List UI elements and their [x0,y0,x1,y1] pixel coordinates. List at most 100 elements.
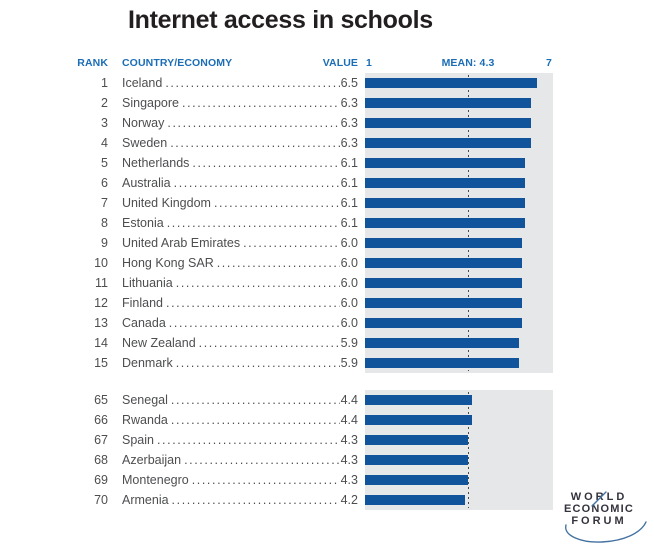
dot-leaders: ........................................… [168,316,340,330]
table-row: 3 Norway ...............................… [62,113,553,133]
row-bar-area [365,430,553,450]
dot-leaders: ........................................… [156,433,340,447]
row-rank: 65 [94,393,108,407]
row-country: Montenegro [122,473,189,487]
table-row: 15 Denmark .............................… [62,353,553,373]
row-rank: 7 [101,196,108,210]
dot-leaders: ........................................… [243,236,340,250]
ranking-blocks: 1 Iceland ..............................… [62,73,553,527]
row-value: 4.3 [340,473,358,487]
row-country-value: Sweden .................................… [122,136,358,150]
row-country-value: Netherlands ............................… [122,156,358,170]
row-country-value: Senegal ................................… [122,393,358,407]
value-bar [365,338,519,348]
row-value: 4.3 [340,433,358,447]
row-country-value: Lithuania ..............................… [122,276,358,290]
header-spacer [108,57,122,69]
row-bar-area [365,450,553,470]
chart-background-panel [365,390,553,510]
dot-leaders: ........................................… [170,136,339,150]
value-bar [365,158,525,168]
row-country: United Kingdom [122,196,211,210]
table-row: 5 Netherlands ..........................… [62,153,553,173]
dot-leaders: ........................................… [166,296,340,310]
row-value: 4.3 [340,453,358,467]
value-bar [365,475,469,485]
row-rank: 1 [101,76,108,90]
row-country-value: Rwanda .................................… [122,413,358,427]
row-bar-area [365,153,553,173]
row-value: 4.2 [340,493,358,507]
table-row: 67 Spain ...............................… [62,430,553,450]
row-bar-area [365,233,553,253]
row-country: Finland [122,296,163,310]
row-country-value: Canada .................................… [122,316,358,330]
value-bar [365,98,532,108]
row-bar-area [365,173,553,193]
row-rank: 69 [94,473,108,487]
row-rank: 13 [94,316,108,330]
value-bar [365,278,522,288]
ranking-block: 65 Senegal .............................… [62,390,553,510]
row-country-value: Australia ..............................… [122,176,358,190]
table-row: 68 Azerbaijan ..........................… [62,450,553,470]
value-bar [365,178,525,188]
row-country: United Arab Emirates [122,236,241,250]
row-country: Denmark [122,356,173,370]
header-axis: 1 MEAN: 4.3 7 [365,57,553,69]
row-rank: 70 [94,493,108,507]
row-country-value: Spain ..................................… [122,433,358,447]
value-bar [365,395,472,405]
dot-leaders: ........................................… [182,96,340,110]
dot-leaders: ........................................… [167,116,340,130]
row-bar-area [365,390,553,410]
dot-leaders: ........................................… [175,276,340,290]
table-row: 65 Senegal .............................… [62,390,553,410]
value-bar [365,258,522,268]
table-row: 10 Hong Kong SAR .......................… [62,253,553,273]
dot-leaders: ........................................… [213,196,340,210]
logo-word-economic: ECONOMIC [563,503,635,515]
row-value: 6.0 [340,316,358,330]
row-country: Armenia [122,493,169,507]
row-country-value: Armenia ................................… [122,493,358,507]
table-row: 1 Iceland ..............................… [62,73,553,93]
value-bar [365,138,532,148]
row-country: Rwanda [122,413,168,427]
row-value: 4.4 [340,413,358,427]
row-country-value: Finland ................................… [122,296,358,310]
axis-mean-label: MEAN: 4.3 [441,57,495,69]
table-row: 70 Armenia .............................… [62,490,553,510]
row-bar-area [365,93,553,113]
row-bar-area [365,193,553,213]
rows: 1 Iceland ..............................… [62,73,553,373]
row-value: 6.3 [340,116,358,130]
row-country-value: United Arab Emirates ...................… [122,236,358,250]
row-country-value: Norway .................................… [122,116,358,130]
dot-leaders: ........................................… [165,76,339,90]
header-rank: RANK [77,57,108,69]
row-rank: 11 [95,276,108,290]
row-bar-area [365,333,553,353]
row-value: 6.1 [340,176,358,190]
value-bar [365,198,525,208]
axis-min-label: 1 [366,57,372,69]
row-value: 6.1 [340,196,358,210]
row-rank: 4 [101,136,108,150]
row-bar-area [365,470,553,490]
row-country: Australia [122,176,171,190]
row-bar-area [365,73,553,93]
dot-leaders: ........................................… [171,493,340,507]
table-row: 4 Sweden ...............................… [62,133,553,153]
header-value: VALUE [322,57,358,69]
row-value: 6.0 [340,236,358,250]
table-row: 11 Lithuania ...........................… [62,273,553,293]
row-bar-area [365,273,553,293]
row-rank: 6 [101,176,108,190]
table-row: 7 United Kingdom .......................… [62,193,553,213]
dot-leaders: ........................................… [184,453,340,467]
row-country-value: Estonia ................................… [122,216,358,230]
row-rank: 14 [94,336,108,350]
row-country: Norway [122,116,165,130]
row-rank: 15 [94,356,108,370]
